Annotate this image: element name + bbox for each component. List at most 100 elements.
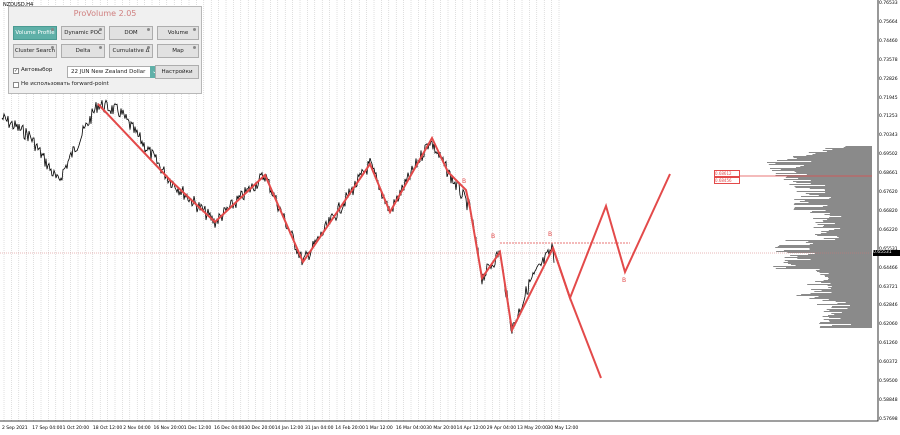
profile-bar xyxy=(811,161,872,162)
profile-bar xyxy=(817,304,872,305)
profile-bar xyxy=(780,169,872,170)
profile-bar xyxy=(822,220,872,221)
profile-bar xyxy=(801,196,872,197)
profile-bar xyxy=(822,206,872,207)
button-label: DOM xyxy=(124,30,138,36)
profile-bar xyxy=(786,267,872,268)
settings-button[interactable]: Настройки xyxy=(155,65,199,79)
cumulative-delta-button[interactable]: Cumulative Δ xyxy=(109,44,153,58)
button-label: Volume Profile xyxy=(15,30,55,36)
instrument-select[interactable]: 22 JUN New Zealand Dollar ⌄ xyxy=(67,66,159,78)
price-tick-label: 0.57698 xyxy=(879,416,898,422)
profile-bar xyxy=(810,259,872,260)
profile-bar xyxy=(795,187,872,188)
profile-bar xyxy=(827,285,872,286)
profile-bar xyxy=(822,226,872,227)
profile-bar xyxy=(797,258,872,259)
profile-bar xyxy=(809,298,872,299)
dom-button[interactable]: DOM xyxy=(109,26,153,40)
price-tick-label: 0.69502 xyxy=(879,152,898,158)
chevron-down-icon[interactable]: ⌄ xyxy=(150,66,159,78)
price-tick-label: 0.61260 xyxy=(879,341,898,347)
profile-bar xyxy=(820,233,872,234)
cluster-search-button[interactable]: Cluster Search xyxy=(13,44,57,58)
button-label: Cumulative Δ xyxy=(112,48,150,54)
profile-bar xyxy=(775,163,872,164)
volume-button[interactable]: Volume xyxy=(157,26,199,40)
profile-bar xyxy=(825,192,872,193)
profile-bar xyxy=(831,286,872,287)
time-tick-label: 1 Dec 12:00 xyxy=(183,426,212,431)
indicator-icon xyxy=(193,46,196,49)
price-tick-label: 0.72826 xyxy=(879,76,898,82)
indicator-icon xyxy=(193,28,196,31)
map-button[interactable]: Map xyxy=(157,44,199,58)
price-tick-label: 0.59500 xyxy=(879,379,898,384)
profile-bar xyxy=(794,171,872,172)
profile-bar xyxy=(828,320,872,321)
profile-bar xyxy=(796,182,872,183)
delta-button[interactable]: Delta xyxy=(61,44,105,58)
profile-bar xyxy=(819,269,872,270)
profile-bar xyxy=(828,230,872,231)
profile-bar xyxy=(797,256,872,257)
time-tick-label: 1 Oct 20:00 xyxy=(62,426,90,431)
profile-bar xyxy=(826,151,872,152)
profile-bar xyxy=(785,177,872,178)
button-label: Delta xyxy=(75,48,91,54)
profile-bar xyxy=(829,215,872,216)
time-tick-label: 17 Sep 04:00 xyxy=(32,426,63,431)
profile-bar xyxy=(835,301,872,302)
dynamic-poc-button[interactable]: Dynamic POC xyxy=(61,26,105,40)
profile-bar xyxy=(810,180,872,181)
price-tick-label: 0.64466 xyxy=(879,265,898,271)
profile-bar xyxy=(850,305,872,306)
wave-label: B xyxy=(491,233,496,240)
profile-bar xyxy=(773,266,872,267)
autoselect-checkbox[interactable]: ✓ xyxy=(13,68,19,74)
profile-bar xyxy=(805,242,872,243)
profile-bar xyxy=(783,250,872,251)
profile-bar xyxy=(843,147,872,148)
volume-profile-button[interactable]: Volume Profile xyxy=(13,26,57,40)
profile-bar xyxy=(790,255,872,256)
profile-bar xyxy=(804,200,872,201)
price-series xyxy=(1,99,555,334)
time-tick-label: 13 May 20:00 xyxy=(517,426,548,431)
wave-path xyxy=(97,103,571,334)
forward-point-checkbox[interactable] xyxy=(13,82,19,88)
time-tick-label: 2 Nov 04:00 xyxy=(123,426,151,431)
profile-bar xyxy=(829,310,872,311)
profile-bar xyxy=(824,189,872,190)
wave-projection xyxy=(552,173,671,301)
profile-bar xyxy=(819,323,872,324)
profile-bar xyxy=(811,289,872,290)
profile-bar xyxy=(794,203,872,204)
profile-bar xyxy=(828,279,872,280)
time-tick-label: 30 May 12:00 xyxy=(547,426,579,431)
profile-bar xyxy=(810,183,872,184)
profile-bar xyxy=(820,322,872,323)
price-tick-label: 0.71945 xyxy=(879,95,898,101)
profile-bar xyxy=(793,157,872,158)
time-tick-label: 30 Dec 20:00 xyxy=(244,426,275,431)
profile-bar xyxy=(825,185,872,186)
button-label: Volume xyxy=(167,30,189,36)
price-tick-label: 0.60372 xyxy=(879,360,898,366)
profile-bar xyxy=(825,148,872,149)
profile-bar xyxy=(809,188,872,189)
profile-bar xyxy=(821,282,872,283)
profile-bar xyxy=(812,243,872,244)
profile-bar xyxy=(809,249,872,250)
symbol-label: NZDUSD,H4 xyxy=(3,2,34,8)
profile-bar xyxy=(801,294,872,295)
forward-point-label: Не использовать forward-point xyxy=(21,81,109,87)
profile-bar xyxy=(845,302,872,303)
profile-bar xyxy=(847,308,872,309)
price-tick-label: 0.66220 xyxy=(879,227,898,233)
profile-bar xyxy=(825,190,872,191)
time-tick-label: 30 Mar 20:00 xyxy=(426,426,457,431)
profile-bar xyxy=(814,297,872,298)
profile-bar xyxy=(818,296,872,297)
